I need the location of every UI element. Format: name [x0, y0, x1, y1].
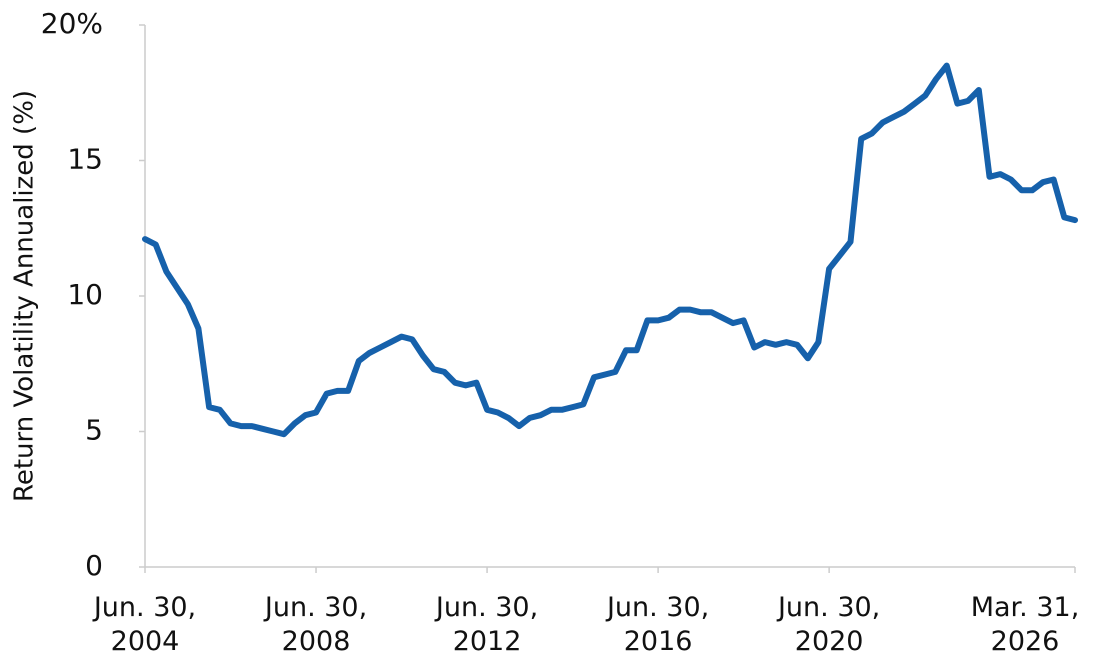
- x-tick-label: Jun. 30, 2004: [93, 592, 197, 657]
- x-tick-label: Jun. 30, 2020: [777, 592, 881, 657]
- data-line: [142, 62, 1078, 438]
- y-tick-label: 5: [85, 414, 103, 447]
- x-tick-label: Jun. 30, 2016: [606, 592, 710, 657]
- y-tick-label: 15: [67, 143, 103, 176]
- y-axis-title: Return Volatility Annualized (%): [10, 90, 40, 502]
- x-tick-label: Mar. 31, 2026: [970, 592, 1080, 657]
- y-tick-label: 0: [85, 549, 103, 582]
- x-tick-label: Jun. 30, 2012: [435, 592, 539, 657]
- y-tick-label: 20%: [41, 7, 103, 40]
- y-tick-label: 10: [67, 278, 103, 311]
- x-tick-label: Jun. 30, 2008: [264, 592, 368, 657]
